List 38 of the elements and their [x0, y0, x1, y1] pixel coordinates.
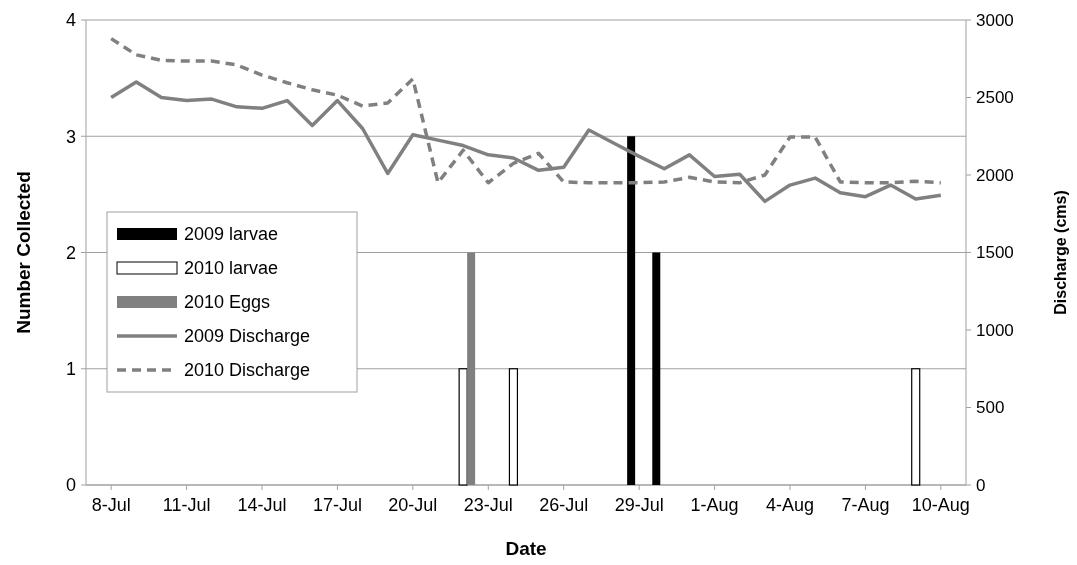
bar [911, 368, 921, 486]
y-tick-label: 0 [65, 475, 76, 496]
x-tick-label: 11-Jul [162, 495, 211, 515]
bar [627, 136, 636, 485]
y-axis-title: Number Collected [13, 171, 34, 334]
y2-tick-label: 1000 [976, 320, 1014, 340]
bar [458, 368, 468, 486]
y2-tick-label: 1500 [976, 243, 1014, 263]
y-tick-label: 4 [65, 10, 76, 31]
y-tick-label: 2 [65, 242, 76, 263]
legend-label: 2010 Discharge [184, 360, 311, 381]
legend-label: 2009 Discharge [184, 326, 311, 347]
x-axis-title: Date [505, 538, 547, 559]
x-tick-label: 8-Jul [91, 495, 131, 515]
bar [467, 252, 476, 485]
x-tick-label: 1-Aug [690, 495, 739, 515]
x-tick-label: 7-Aug [841, 495, 890, 515]
x-tick-label: 23-Jul [463, 495, 513, 515]
y-tick-label: 3 [65, 126, 76, 147]
legend-label: 2009 larvae [184, 224, 279, 245]
x-tick-label: 29-Jul [614, 495, 664, 515]
x-tick-label: 4-Aug [765, 495, 815, 515]
x-tick-label: 17-Jul [312, 495, 362, 515]
y2-tick-label: 3000 [976, 10, 1014, 30]
y2-axis-title: Discharge (cms) [1052, 190, 1069, 315]
x-tick-label: 20-Jul [388, 495, 438, 515]
y2-tick-label: 2000 [976, 165, 1014, 185]
y2-tick-label: 0 [976, 475, 986, 495]
bar [508, 368, 519, 486]
y2-tick-label: 2500 [976, 88, 1014, 108]
y-tick-label: 1 [65, 359, 76, 380]
legend-label: 2010 Eggs [184, 292, 271, 313]
y2-tick-label: 500 [976, 398, 1005, 418]
x-tick-label: 10-Aug [911, 495, 970, 515]
x-tick-label: 26-Jul [539, 495, 589, 515]
bar [652, 252, 661, 485]
x-tick-label: 14-Jul [237, 495, 287, 515]
legend-label: 2010 larvae [184, 258, 279, 279]
